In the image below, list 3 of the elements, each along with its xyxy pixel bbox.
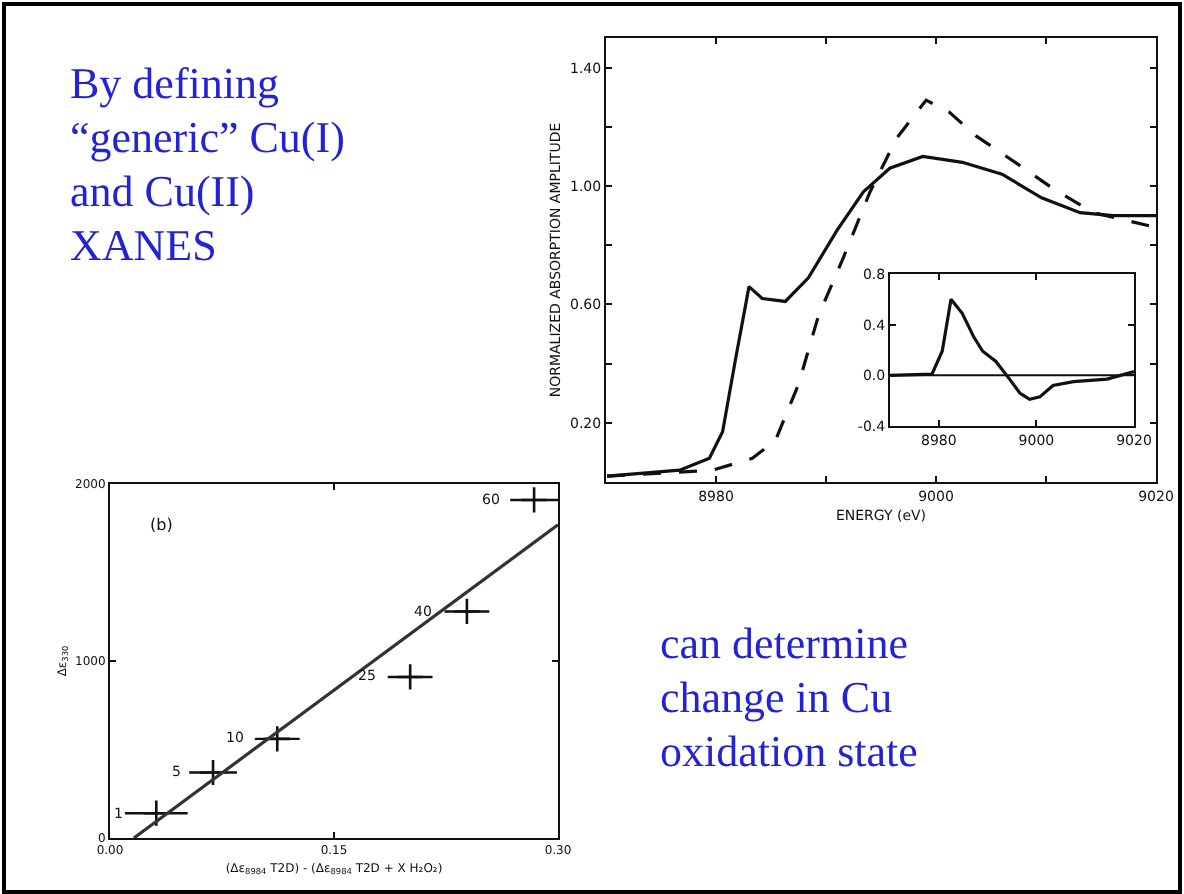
annotation: (b) <box>150 516 173 534</box>
text: By defining “generic” Cu(I) and Cu(II) XANES <box>70 56 345 272</box>
text: can determine change in Cu oxidation state <box>660 616 918 778</box>
